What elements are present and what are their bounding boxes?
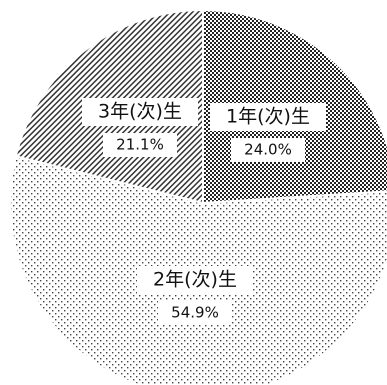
slice-labels: 1年(次)生 24.0% 2年(次)生 54.9% 3年(次)生 21.1% — [82, 98, 326, 325]
slice-label: 3年(次)生 — [98, 101, 182, 123]
slice-value-label: 24.0% — [244, 141, 292, 159]
slice-label-bg — [82, 98, 198, 126]
slice-value-label: 54.9% — [171, 304, 219, 322]
pie-slices — [9, 8, 387, 385]
slice-label-bg — [137, 266, 253, 294]
slice-value-bg — [231, 138, 305, 162]
slice-value-bg — [103, 133, 177, 157]
slice-value-bg — [158, 301, 232, 325]
slice-value-label: 21.1% — [116, 136, 164, 154]
slice-label-bg — [210, 103, 326, 131]
slice-label: 2年(次)生 — [153, 269, 237, 291]
slice-label: 1年(次)生 — [226, 106, 310, 128]
